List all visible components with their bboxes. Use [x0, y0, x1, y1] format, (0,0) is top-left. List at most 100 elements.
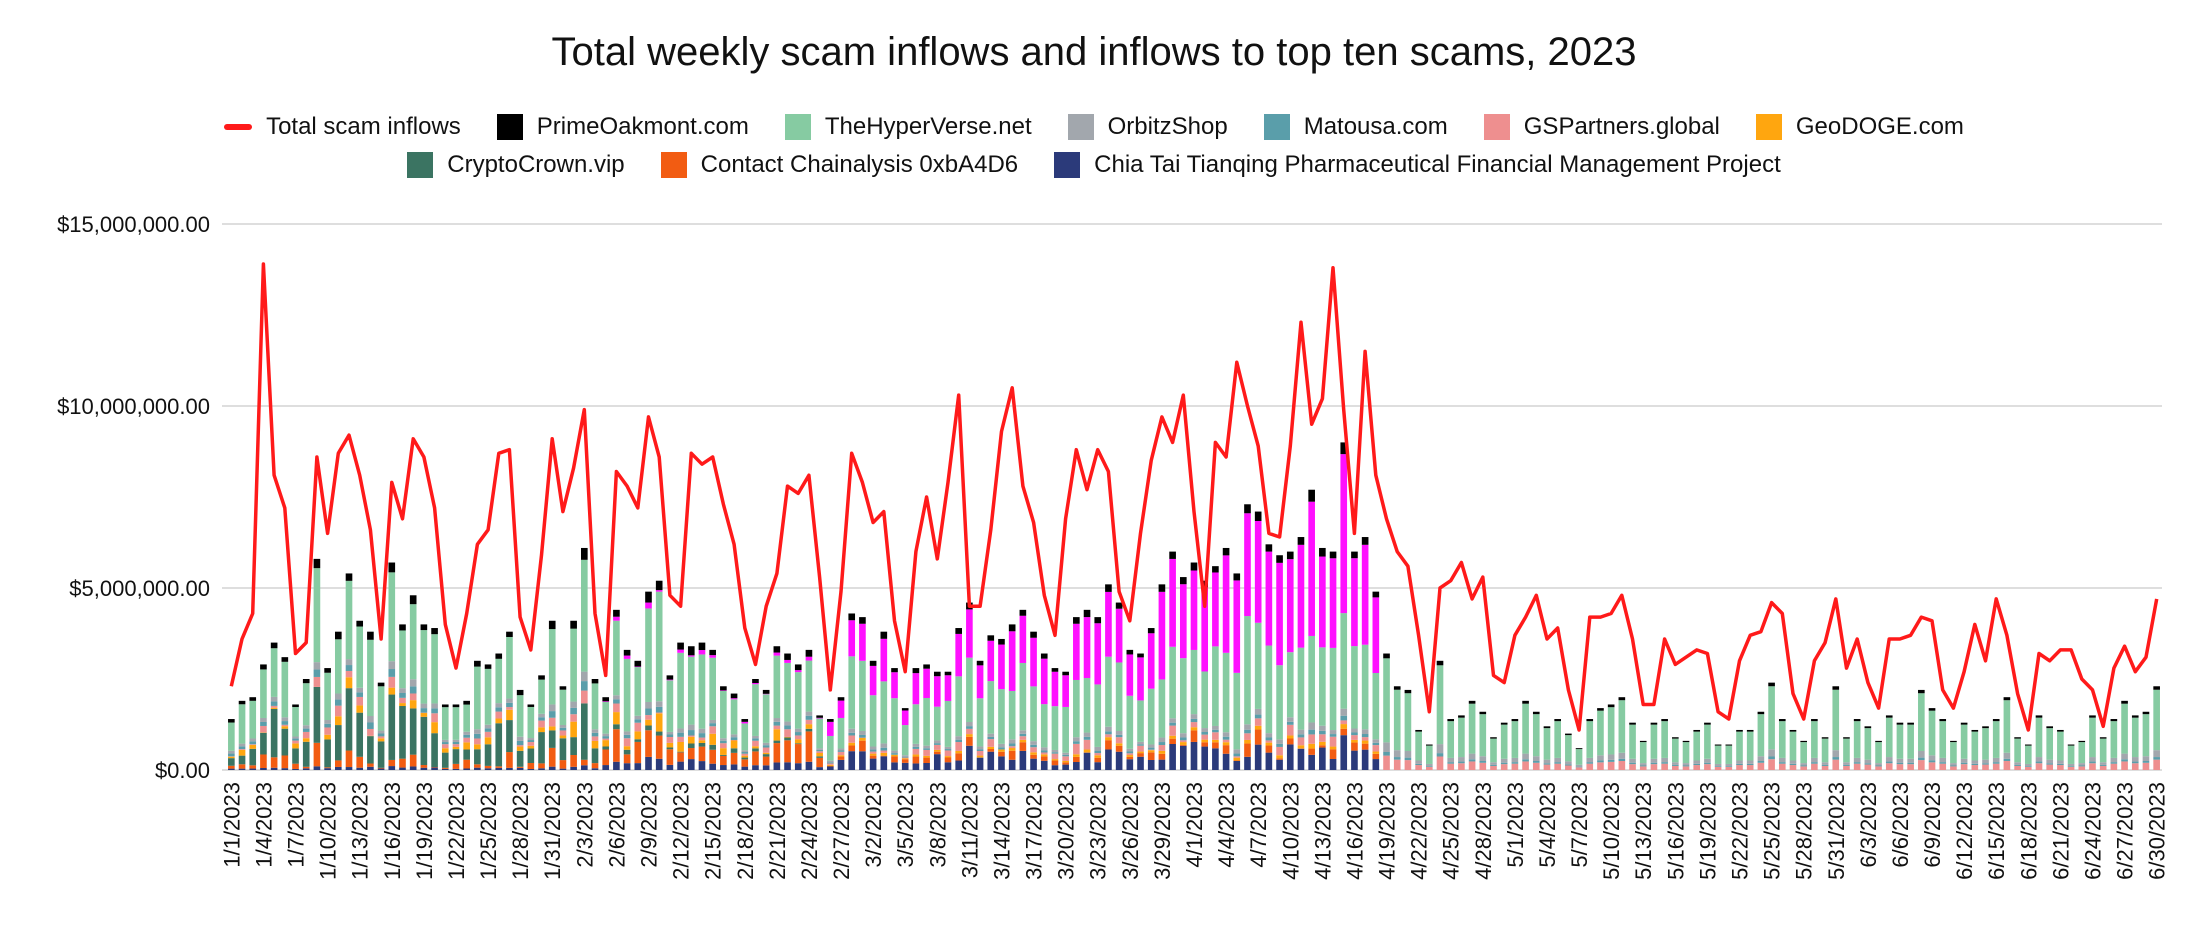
bar-segment: [527, 704, 535, 707]
legend-item: CryptoCrown.vip: [407, 151, 625, 179]
bar-segment: [1372, 745, 1380, 752]
bar-segment: [1201, 728, 1209, 732]
x-tick-label: 4/16/2023: [1342, 782, 1367, 880]
bar-segment: [944, 749, 952, 751]
bar-segment: [1918, 757, 1925, 761]
bar-segment: [516, 766, 524, 768]
bar-segment: [1971, 760, 1979, 764]
bar-segment: [966, 736, 973, 746]
bar-segment: [752, 738, 759, 741]
bar-segment: [2131, 763, 2139, 770]
legend-swatch: [224, 124, 253, 130]
bar-segment: [1212, 729, 1219, 733]
bar-segment: [388, 669, 396, 677]
bar-segment: [709, 763, 716, 770]
bar-segment: [1554, 721, 1561, 758]
bar-segment: [2057, 729, 2064, 732]
bar-segment: [1040, 756, 1048, 761]
bar-segment: [1286, 721, 1294, 725]
bar-segment: [1746, 765, 1754, 770]
bar-segment: [1543, 759, 1551, 764]
bar-segment: [645, 730, 652, 757]
bar-segment: [260, 725, 267, 733]
bar-segment: [1126, 751, 1134, 754]
bar-segment: [1361, 737, 1369, 741]
y-tick-label: $10,000,000.00: [57, 394, 210, 419]
bar-segment: [848, 620, 856, 657]
bar-segment: [1062, 760, 1069, 763]
bar-segment: [249, 738, 257, 742]
bar-segment: [955, 676, 963, 737]
bar-segment: [516, 695, 524, 737]
bar-segment: [1190, 718, 1198, 723]
bar-segment: [1436, 660, 1444, 666]
bar-segment: [1522, 761, 1529, 770]
bar-segment: [506, 698, 513, 703]
bar-segment: [720, 743, 727, 749]
bar-segment: [730, 748, 738, 753]
bar-segment: [827, 735, 834, 761]
bar-segment: [431, 708, 438, 714]
bar-segment: [1297, 745, 1305, 749]
bar-segment: [1372, 597, 1380, 673]
bar-segment: [805, 649, 813, 657]
bar-segment: [666, 734, 674, 738]
bar-segment: [912, 763, 920, 770]
bar-segment: [891, 668, 898, 673]
bar-segment: [816, 715, 823, 718]
bar-segment: [698, 728, 706, 734]
bar-segment: [1447, 721, 1455, 758]
bar-segment: [1276, 739, 1283, 744]
bar-segment: [1222, 739, 1230, 743]
bar-segment: [1532, 756, 1540, 761]
bar-segment: [1875, 742, 1882, 764]
bar-segment: [730, 737, 738, 740]
bar-segment: [324, 668, 331, 673]
bar-segment: [816, 767, 823, 770]
bar-segment: [495, 766, 503, 768]
bar-segment: [559, 768, 567, 770]
bar-segment: [752, 679, 759, 684]
bar-segment: [1329, 746, 1337, 750]
bar-segment: [2153, 757, 2160, 760]
bar-segment: [730, 699, 738, 735]
legend-swatch: [1067, 114, 1094, 140]
bar-segment: [2099, 764, 2107, 766]
bar-segment: [1971, 763, 1979, 766]
bar-segment: [516, 689, 524, 696]
bar-segment: [1425, 763, 1433, 767]
bar-segment: [901, 759, 909, 763]
bar-segment: [998, 743, 1005, 748]
bar-segment: [356, 626, 364, 688]
bar-segment: [452, 707, 460, 740]
bar-segment: [880, 750, 888, 753]
bar-segment: [1500, 758, 1508, 763]
bar-segment: [1051, 706, 1059, 750]
bar-segment: [1094, 755, 1102, 758]
bar-segment: [944, 675, 952, 701]
bar-segment: [463, 759, 470, 769]
bar-segment: [1340, 454, 1348, 614]
bar-segment: [1372, 751, 1380, 754]
bar-segment: [1693, 765, 1701, 770]
bar-segment: [1372, 739, 1380, 743]
bar-segment: [784, 662, 791, 722]
bar-segment: [805, 731, 813, 762]
bar-segment: [249, 744, 257, 745]
bar-segment: [367, 631, 374, 640]
bar-segment: [1351, 551, 1358, 559]
bar-segment: [1019, 733, 1027, 737]
bar-segment: [666, 742, 674, 748]
bar-segment: [334, 716, 342, 726]
bar-segment: [1992, 721, 2000, 758]
bar-segment: [1864, 728, 1872, 760]
bar-segment: [1126, 756, 1134, 760]
bar-segment: [399, 688, 406, 694]
bar-segment: [955, 739, 963, 743]
bar-segment: [1062, 762, 1069, 765]
bar-segment: [891, 750, 898, 754]
bar-segment: [827, 763, 834, 765]
bar-segment: [933, 740, 941, 744]
bar-segment: [923, 745, 930, 749]
bar-segment: [1030, 741, 1037, 745]
